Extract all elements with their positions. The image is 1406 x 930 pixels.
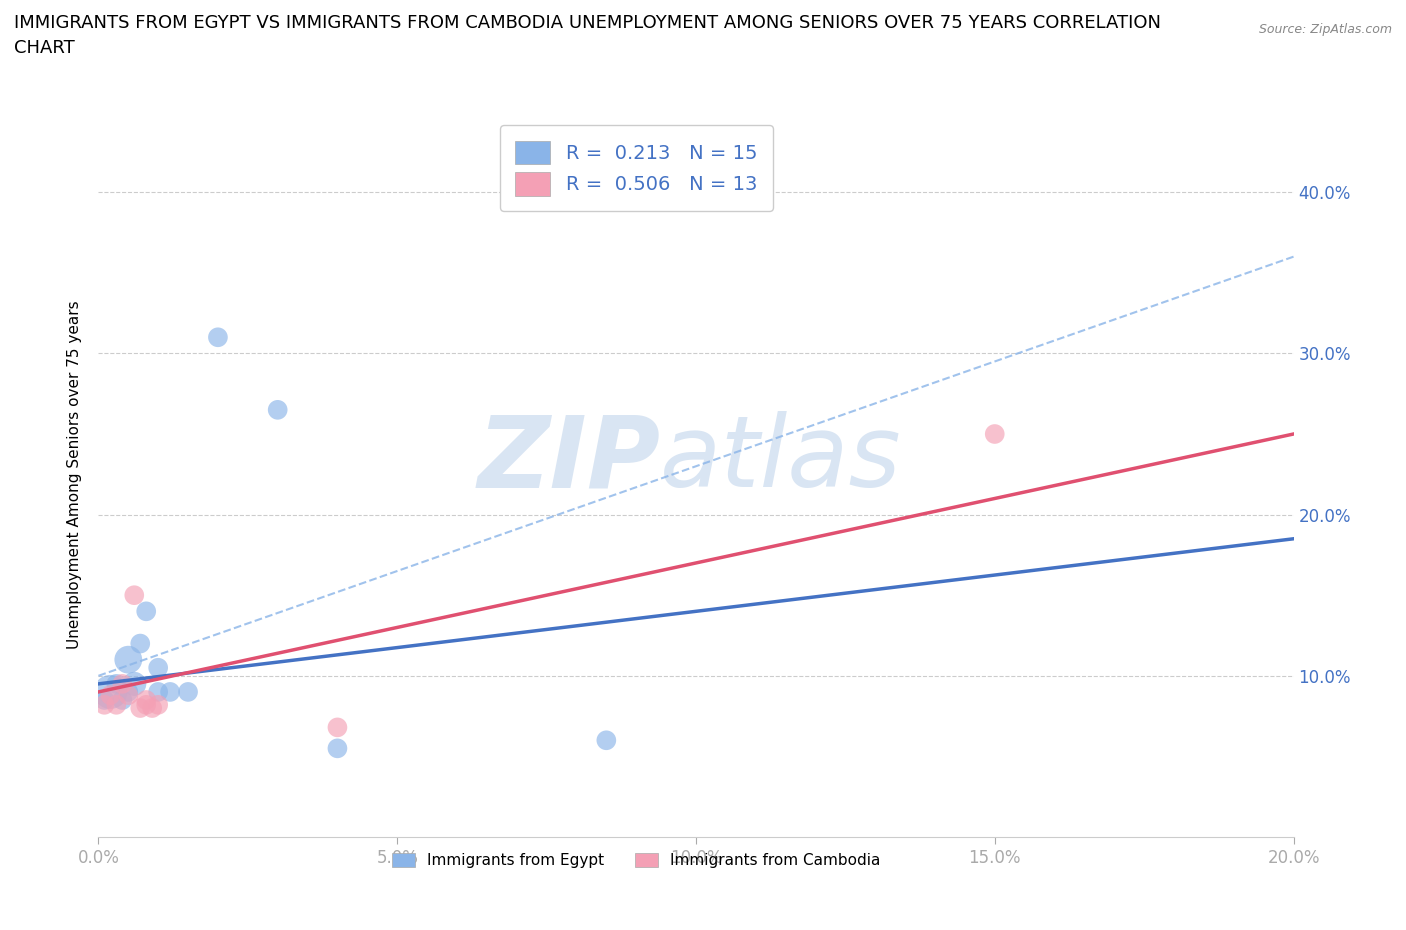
Text: IMMIGRANTS FROM EGYPT VS IMMIGRANTS FROM CAMBODIA UNEMPLOYMENT AMONG SENIORS OVE: IMMIGRANTS FROM EGYPT VS IMMIGRANTS FROM… — [14, 14, 1161, 32]
Point — [595, 733, 617, 748]
Point — [141, 700, 163, 715]
Point — [135, 604, 157, 618]
Point — [984, 427, 1007, 442]
Point — [129, 700, 152, 715]
Point — [148, 684, 170, 699]
Point — [177, 684, 200, 699]
Point — [124, 588, 146, 603]
Legend: Immigrants from Egypt, Immigrants from Cambodia: Immigrants from Egypt, Immigrants from C… — [380, 841, 893, 880]
Point — [207, 330, 229, 345]
Point — [117, 684, 139, 699]
Point — [105, 676, 128, 691]
Point — [135, 698, 157, 712]
Point — [148, 698, 170, 712]
Y-axis label: Unemployment Among Seniors over 75 years: Unemployment Among Seniors over 75 years — [67, 300, 83, 648]
Point — [124, 676, 146, 691]
Point — [98, 684, 122, 699]
Point — [326, 720, 349, 735]
Point — [105, 698, 128, 712]
Point — [117, 687, 139, 702]
Point — [129, 636, 152, 651]
Point — [326, 741, 349, 756]
Point — [159, 684, 181, 699]
Point — [93, 698, 115, 712]
Point — [267, 403, 290, 418]
Text: CHART: CHART — [14, 39, 75, 57]
Point — [93, 693, 115, 708]
Point — [135, 693, 157, 708]
Text: Source: ZipAtlas.com: Source: ZipAtlas.com — [1258, 23, 1392, 36]
Point — [111, 676, 134, 691]
Point — [117, 652, 139, 667]
Text: atlas: atlas — [661, 411, 901, 509]
Point — [148, 660, 170, 675]
Text: ZIP: ZIP — [477, 411, 661, 509]
Point — [98, 687, 122, 702]
Point — [111, 693, 134, 708]
